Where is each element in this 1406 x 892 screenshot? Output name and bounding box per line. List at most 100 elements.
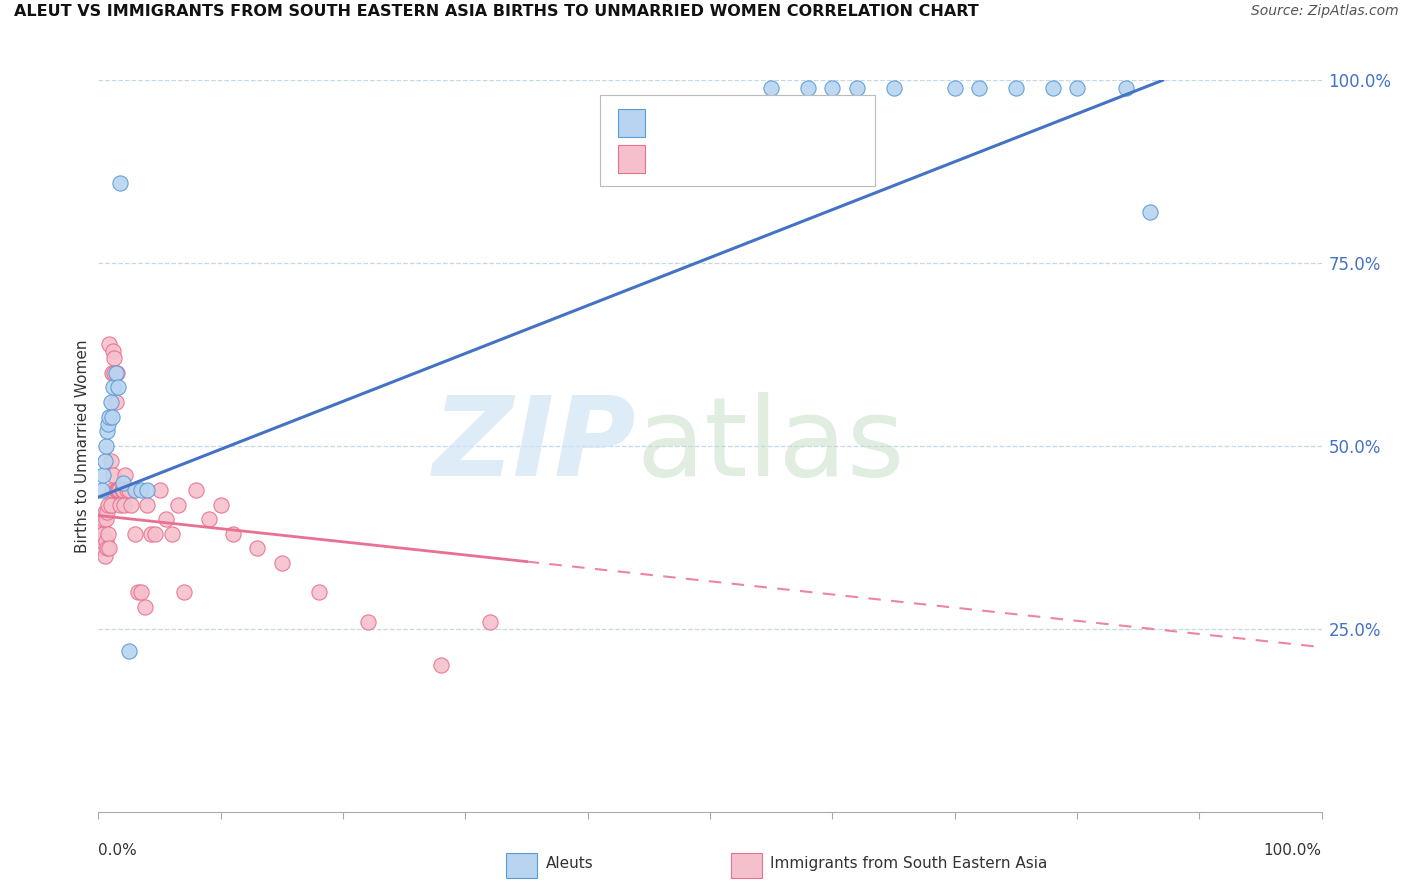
Point: [111, 475, 134, 490]
Point: [167, 498, 190, 512]
FancyBboxPatch shape: [619, 145, 645, 173]
FancyBboxPatch shape: [600, 95, 875, 186]
Point: [209, 498, 232, 512]
Point: [96, 541, 118, 556]
Point: [93, 453, 115, 467]
Point: [101, 380, 124, 394]
Text: 0.0%: 0.0%: [98, 843, 138, 858]
Point: [104, 395, 127, 409]
Point: [97, 498, 120, 512]
Point: [111, 483, 134, 497]
Point: [356, 615, 378, 629]
Text: N = 25: N = 25: [770, 113, 845, 132]
Point: [90, 541, 112, 556]
Point: [136, 498, 159, 512]
Point: [100, 498, 122, 512]
Text: N = 61: N = 61: [770, 150, 845, 169]
Point: [821, 80, 844, 95]
Point: [186, 483, 208, 497]
Text: R =: R =: [655, 113, 695, 132]
Text: -0.123: -0.123: [702, 150, 766, 169]
Point: [107, 483, 129, 497]
Point: [97, 417, 120, 431]
Y-axis label: Births to Unmarried Women: Births to Unmarried Women: [75, 339, 90, 553]
Point: [94, 534, 117, 549]
Point: [222, 526, 245, 541]
Point: [94, 439, 117, 453]
Point: [114, 468, 136, 483]
Point: [91, 519, 114, 533]
Point: [139, 526, 162, 541]
Point: [111, 483, 134, 497]
Point: [98, 409, 121, 424]
Point: [197, 512, 219, 526]
Point: [107, 380, 129, 394]
Point: [118, 644, 141, 658]
Point: [110, 498, 132, 512]
Point: [91, 534, 114, 549]
Point: [246, 541, 269, 556]
Point: [149, 483, 172, 497]
Point: [155, 512, 177, 526]
Point: [91, 483, 114, 497]
Point: [115, 483, 138, 497]
Text: Immigrants from South Eastern Asia: Immigrants from South Eastern Asia: [770, 856, 1047, 871]
Point: [129, 483, 152, 497]
Point: [1139, 205, 1161, 219]
Point: [103, 351, 125, 366]
Point: [127, 585, 149, 599]
Point: [91, 468, 114, 483]
Point: [105, 483, 128, 497]
Point: [89, 526, 111, 541]
Point: [129, 585, 152, 599]
Point: [430, 658, 453, 673]
Point: [96, 425, 118, 439]
Point: [160, 526, 183, 541]
Point: [104, 366, 127, 380]
Point: [101, 409, 124, 424]
Point: [110, 176, 132, 190]
Point: [101, 343, 124, 358]
Point: [94, 512, 117, 526]
Point: [93, 505, 115, 519]
Text: R =: R =: [655, 150, 695, 169]
Point: [308, 585, 330, 599]
Point: [101, 483, 124, 497]
Point: [173, 585, 195, 599]
Point: [90, 512, 112, 526]
Point: [93, 549, 115, 563]
Text: Aleuts: Aleuts: [546, 856, 593, 871]
Point: [136, 483, 159, 497]
Point: [105, 366, 128, 380]
Point: [98, 336, 121, 351]
Point: [1066, 80, 1088, 95]
Point: [478, 615, 501, 629]
Text: 100.0%: 100.0%: [1264, 843, 1322, 858]
Point: [101, 468, 124, 483]
Point: [108, 483, 131, 497]
Point: [96, 505, 118, 519]
Point: [104, 483, 127, 497]
Point: [761, 80, 783, 95]
Text: ZIP: ZIP: [433, 392, 637, 500]
Point: [91, 526, 114, 541]
Point: [883, 80, 905, 95]
Point: [1042, 80, 1064, 95]
Point: [124, 526, 146, 541]
Text: 0.820: 0.820: [702, 113, 758, 132]
Point: [103, 366, 125, 380]
Point: [143, 526, 166, 541]
Point: [134, 599, 156, 614]
Point: [797, 80, 820, 95]
FancyBboxPatch shape: [619, 109, 645, 136]
Point: [100, 453, 122, 467]
Point: [120, 498, 142, 512]
Point: [1115, 80, 1137, 95]
Text: atlas: atlas: [637, 392, 905, 500]
Point: [1004, 80, 1026, 95]
Point: [943, 80, 966, 95]
Point: [98, 541, 121, 556]
Point: [118, 483, 141, 497]
Point: [112, 498, 135, 512]
Point: [967, 80, 990, 95]
